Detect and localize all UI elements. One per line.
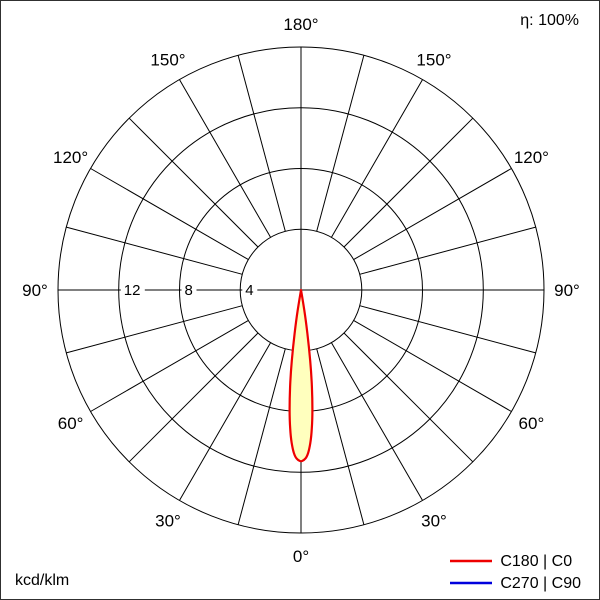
legend-label-c180-c0: C180 | C0 (500, 552, 573, 570)
svg-text:8: 8 (185, 282, 193, 299)
legend: C180 | C0 C270 | C90 (449, 552, 581, 593)
svg-text:4: 4 (245, 282, 253, 299)
svg-text:60°: 60° (58, 414, 84, 433)
svg-text:30°: 30° (421, 511, 447, 530)
svg-text:12: 12 (124, 282, 141, 299)
svg-text:0°: 0° (293, 547, 309, 566)
legend-line-red-icon (450, 559, 493, 563)
svg-text:150°: 150° (150, 51, 185, 70)
efficiency-label: η: 100% (520, 12, 579, 29)
svg-text:150°: 150° (416, 51, 451, 70)
svg-text:180°: 180° (283, 15, 318, 34)
svg-text:30°: 30° (155, 511, 181, 530)
svg-text:120°: 120° (53, 148, 88, 167)
beam-lobe (288, 288, 314, 463)
legend-line-blue-icon (450, 582, 493, 585)
svg-text:60°: 60° (519, 414, 545, 433)
ring-labels: 12 8 4 (120, 282, 258, 299)
angle-labels: 0° 30° 30° 60° 60° 90° 90° 120° 120° 150° 150° 180° (22, 15, 580, 566)
unit-label: kcd/klm (15, 572, 70, 589)
svg-text:120°: 120° (514, 148, 549, 167)
svg-text:90°: 90° (22, 281, 48, 300)
legend-item-c180-c0: C180 | C0 (449, 552, 572, 571)
legend-label-c270-c90: C270 | C90 (500, 574, 581, 592)
svg-text:90°: 90° (554, 281, 580, 300)
grid-spokes (66, 55, 536, 525)
legend-item-c270-c90: C270 | C90 (449, 574, 581, 593)
